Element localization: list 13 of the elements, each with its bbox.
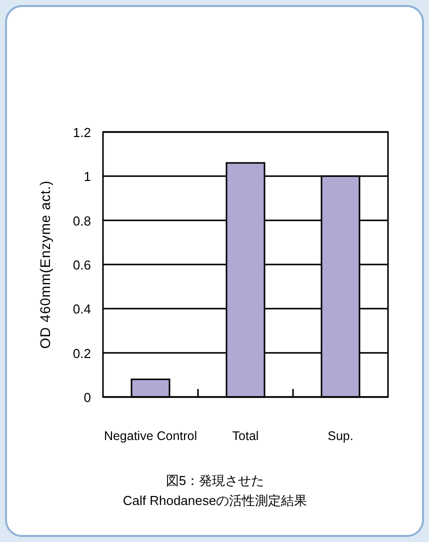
x-tick-label: Total xyxy=(232,429,259,443)
y-tick-label: 0.2 xyxy=(72,346,91,361)
y-tick-label: 1.2 xyxy=(72,125,91,140)
y-axis-title: OD 460mm(Enzyme act.) xyxy=(37,180,53,349)
text: Calf Rhodaneseの活性測定結果 xyxy=(122,493,308,508)
x-tick-label: Negative Control xyxy=(104,429,198,443)
y-tick-label: 0 xyxy=(84,390,91,405)
y-tick-label: 0.8 xyxy=(72,213,91,228)
y-tick-label: 0.6 xyxy=(72,258,91,272)
y-tick-label: 0.4 xyxy=(72,302,91,317)
caption: 図5：発現させた xyxy=(166,473,264,488)
y-tick-label: 1 xyxy=(84,169,91,184)
x-tick-label: Sup. xyxy=(328,429,354,443)
